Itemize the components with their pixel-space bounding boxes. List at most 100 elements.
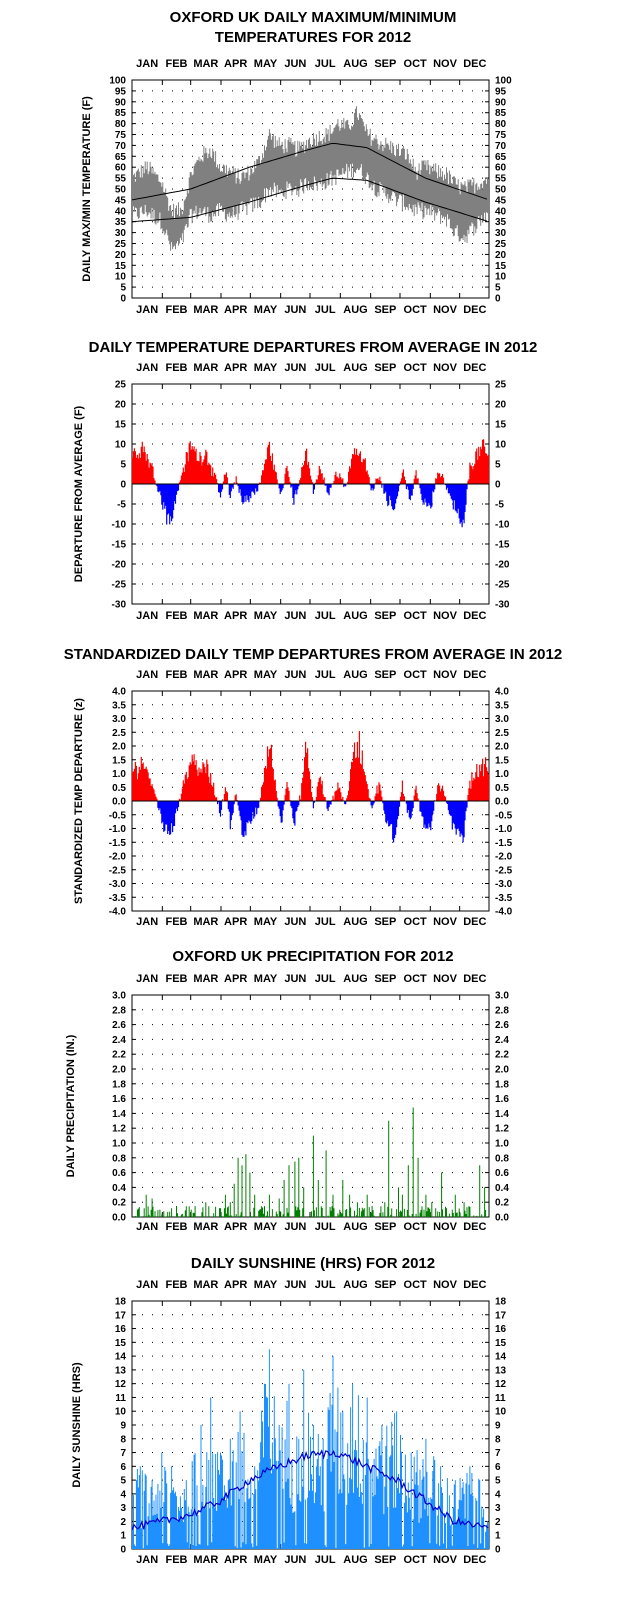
y-tick-label-right: 25 (495, 380, 507, 391)
y-tick-label-right: 0.4 (495, 1183, 509, 1194)
month-label-bottom: DEC (463, 304, 486, 316)
y-tick-label-left: 1.2 (112, 1124, 126, 1135)
month-label-bottom: SEP (374, 1221, 396, 1233)
y-tick-label-left: 95 (115, 86, 127, 97)
month-label-bottom: MAY (254, 1554, 278, 1566)
month-label-bottom: FEB (166, 1221, 188, 1233)
y-tick-label-right: 2.5 (495, 728, 509, 739)
y-tick-label-right: -2.0 (495, 852, 513, 863)
y-tick-label-right: 1.6 (495, 1094, 509, 1105)
month-label-top: AUG (343, 58, 367, 70)
y-tick-label-right: -25 (495, 580, 510, 591)
month-label-top: MAY (254, 58, 278, 70)
month-label-top: OCT (404, 362, 428, 374)
y-tick-label-right: 35 (495, 217, 507, 228)
month-label-bottom: AUG (343, 916, 367, 928)
month-label-top: JUN (284, 58, 306, 70)
y-tick-label-right: 1.0 (495, 1139, 509, 1150)
y-tick-label-right: -0.5 (495, 810, 513, 821)
y-tick-label-left: 2.4 (112, 1035, 126, 1046)
y-tick-label-left: -1.0 (109, 824, 127, 835)
month-label-top: SEP (374, 362, 396, 374)
month-label-top: APR (224, 362, 247, 374)
month-label-top: SEP (374, 669, 396, 681)
negative-departure-bars (155, 484, 468, 528)
y-tick-label-left: 50 (115, 185, 127, 196)
y-tick-label-left: -15 (112, 540, 127, 551)
y-tick-label-right: -2.5 (495, 865, 513, 876)
month-label-bottom: MAR (193, 1554, 218, 1566)
y-tick-label-left: 14 (115, 1352, 127, 1363)
y-tick-label-right: 70 (495, 141, 507, 152)
y-tick-label-left: 1.5 (112, 755, 126, 766)
y-tick-label-right: 12 (495, 1379, 507, 1390)
chart-title: DAILY TEMPERATURE DEPARTURES FROM AVERAG… (89, 339, 538, 356)
month-label-top: JUL (315, 58, 336, 70)
y-tick-label-right: 0.0 (495, 1213, 509, 1224)
y-tick-label-right: 0.8 (495, 1153, 509, 1164)
y-tick-label-left: 2.0 (112, 1065, 126, 1076)
y-tick-label-right: 16 (495, 1324, 507, 1335)
month-label-bottom: MAY (254, 1221, 278, 1233)
y-tick-label-right: -4.0 (495, 907, 513, 918)
y-tick-label-right: 3 (495, 1503, 501, 1514)
y-axis-label: DAILY PRECIPITATION (IN.) (65, 1034, 77, 1177)
y-tick-label-left: 25 (115, 380, 127, 391)
month-label-top: JAN (136, 1279, 158, 1291)
y-tick-label-left: 100 (109, 76, 126, 87)
month-label-top: JUL (315, 973, 336, 985)
y-tick-label-left: 4 (120, 1489, 126, 1500)
month-label-top: OCT (404, 58, 428, 70)
observed-temperature-range (132, 106, 489, 251)
y-tick-label-right: 90 (495, 97, 507, 108)
month-label-top: NOV (433, 362, 458, 374)
y-tick-label-left: 6 (120, 1462, 126, 1473)
month-label-top: NOV (433, 58, 458, 70)
y-tick-label-right: -30 (495, 600, 510, 611)
month-label-top: AUG (343, 973, 367, 985)
y-tick-label-right: 2.4 (495, 1035, 509, 1046)
month-label-bottom: JUL (315, 610, 336, 622)
y-tick-label-left: -10 (112, 520, 127, 531)
y-tick-label-left: 10 (115, 440, 127, 451)
y-tick-label-left: 30 (115, 228, 127, 239)
month-label-top: MAY (254, 973, 278, 985)
y-tick-label-left: -3.5 (109, 893, 127, 904)
y-tick-label-right: 2.2 (495, 1050, 509, 1061)
month-label-top: FEB (166, 1279, 188, 1291)
month-label-bottom: DEC (463, 610, 486, 622)
y-tick-label-left: 18 (115, 1297, 127, 1308)
y-tick-label-right: 25 (495, 239, 507, 250)
month-label-bottom: JAN (136, 916, 158, 928)
y-tick-label-right: 18 (495, 1297, 507, 1308)
month-label-bottom: JUN (284, 304, 306, 316)
month-label-top: DEC (463, 973, 486, 985)
y-tick-label-left: 3.5 (112, 700, 126, 711)
y-tick-label-right: 15 (495, 420, 507, 431)
y-tick-label-right: 5 (495, 1476, 501, 1487)
y-tick-label-right: 55 (495, 174, 507, 185)
y-tick-label-right: 1.4 (495, 1109, 509, 1120)
y-tick-label-right: 20 (495, 400, 507, 411)
y-tick-label-right: 11 (495, 1393, 506, 1404)
y-tick-label-right: 95 (495, 86, 507, 97)
y-tick-label-left: 3.0 (112, 991, 126, 1002)
month-label-top: DEC (463, 58, 486, 70)
y-tick-label-right: 0.5 (495, 783, 509, 794)
y-tick-label-left: 2.5 (112, 728, 126, 739)
y-axis-label: DAILY SUNSHINE (HRS) (71, 1362, 83, 1488)
y-tick-label-right: -3.5 (495, 893, 513, 904)
y-axis-label: DEPARTURE FROM AVERAGE (F) (73, 405, 85, 582)
y-tick-label-left: -2.5 (109, 865, 127, 876)
month-label-top: JAN (136, 669, 158, 681)
y-tick-label-left: 80 (115, 119, 127, 130)
month-label-top: DEC (463, 669, 486, 681)
month-label-bottom: SEP (374, 916, 396, 928)
y-tick-label-left: 1.8 (112, 1079, 126, 1090)
month-label-bottom: APR (224, 1554, 247, 1566)
y-tick-label-right: -3.0 (495, 879, 513, 890)
y-tick-label-right: 3.0 (495, 714, 509, 725)
y-tick-label-right: 1.0 (495, 769, 509, 780)
month-label-bottom: JUN (284, 1554, 306, 1566)
y-tick-label-left: -2.0 (109, 852, 127, 863)
